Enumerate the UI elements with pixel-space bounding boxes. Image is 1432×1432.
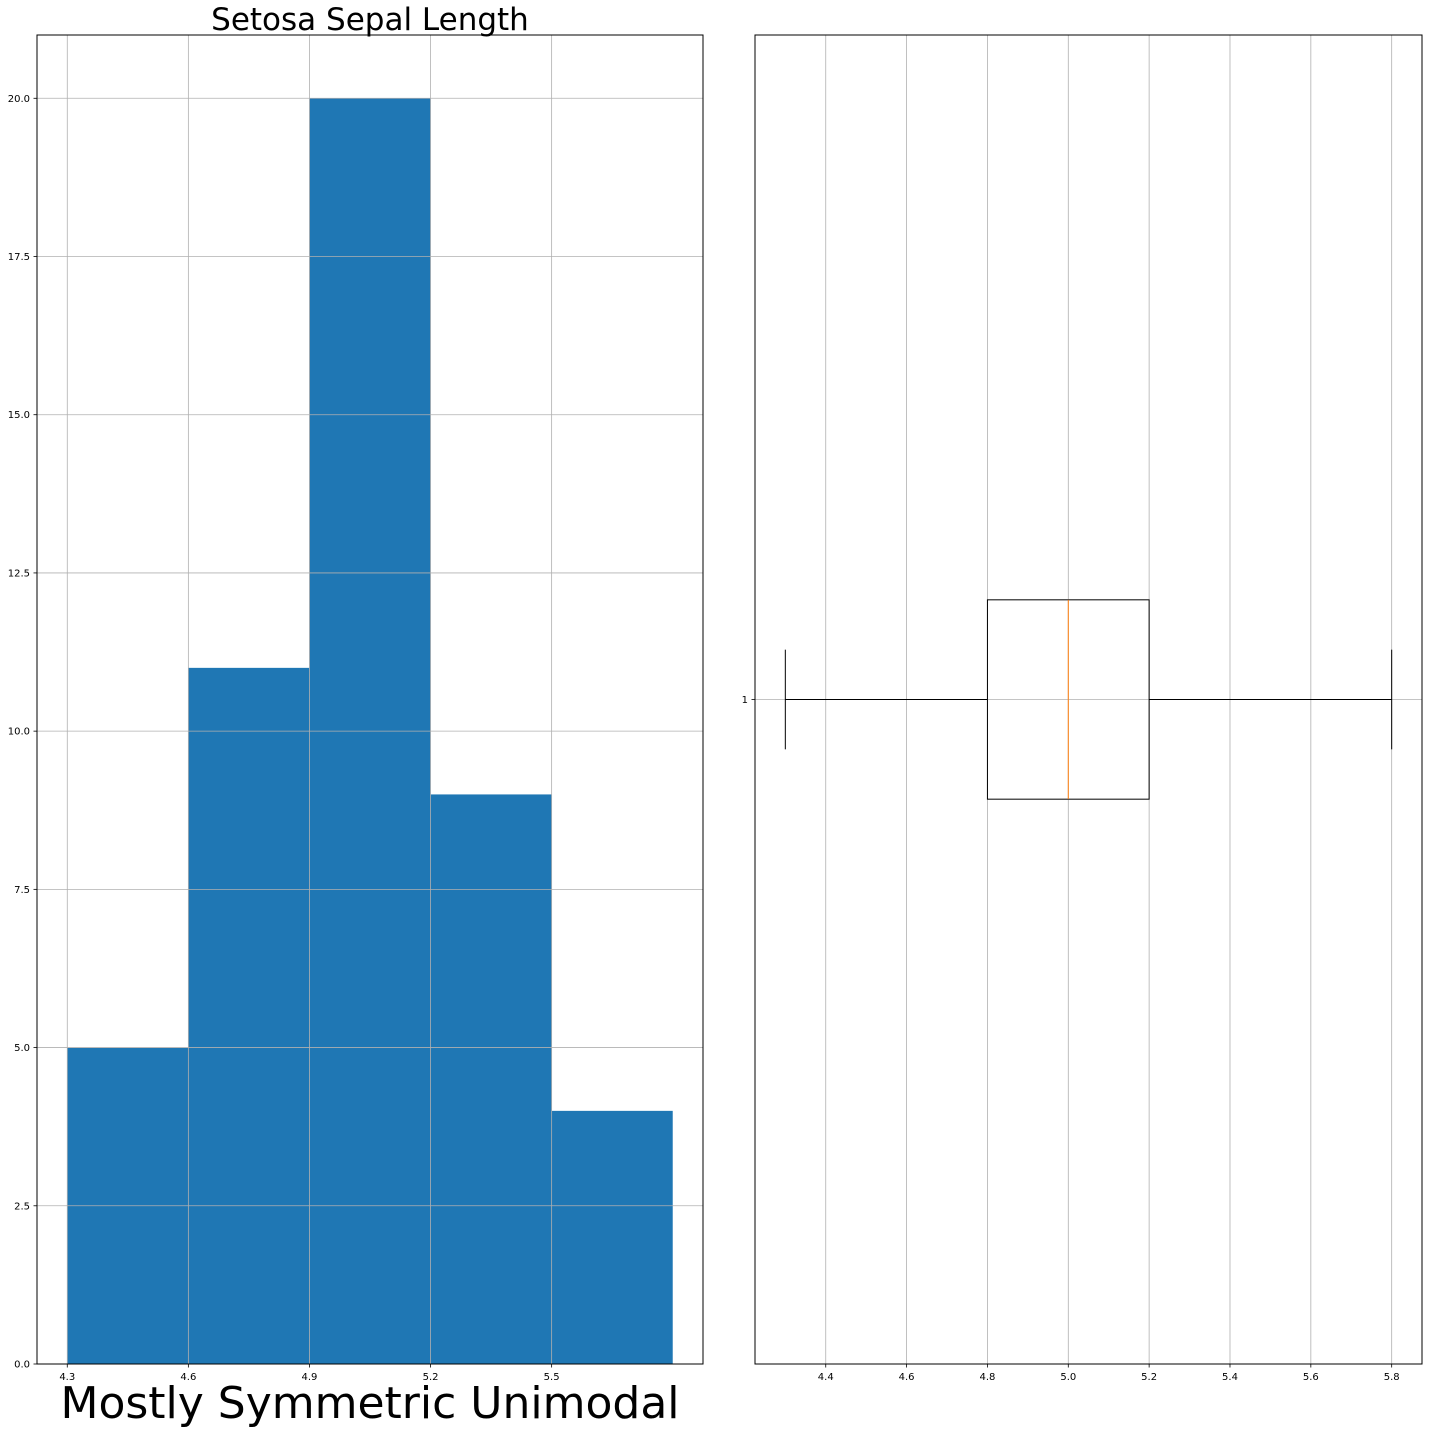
boxplot-x-tick-label: 4.6 [899, 1372, 915, 1383]
boxplot-y-tick-label: 1 [742, 695, 748, 706]
histogram-y-tick-label: 15.0 [8, 410, 30, 421]
histogram-y-tick-label: 17.5 [8, 252, 30, 263]
boxplot-x-tick-label: 5.2 [1141, 1372, 1157, 1383]
histogram-y-tick-label: 7.5 [14, 885, 30, 896]
histogram-x-tick-label: 4.6 [180, 1372, 196, 1383]
boxplot-x-tick-label: 5.6 [1303, 1372, 1319, 1383]
histogram-bar [551, 1110, 673, 1364]
boxplot-x-tick-label: 5.8 [1384, 1372, 1400, 1383]
histogram-x-ticks: 4.3 4.6 4.9 5.2 5.5 [59, 1364, 560, 1383]
boxplot-x-tick-label: 4.8 [979, 1372, 995, 1383]
boxplot-x-tick-label: 5.4 [1222, 1372, 1238, 1383]
histogram-grid-overlay [37, 35, 703, 1365]
histogram-x-tick-label: 5.2 [423, 1372, 439, 1383]
boxplot-y-ticks: 1 [742, 695, 755, 706]
histogram-panel: 4.3 4.6 4.9 5.2 5.5 0.0 2.5 5.0 7.5 10.0 12.5 15.0… [8, 2, 704, 1429]
histogram-x-tick-label: 4.9 [302, 1372, 318, 1383]
histogram-bar [188, 667, 310, 1364]
histogram-y-tick-label: 20.0 [8, 94, 30, 105]
histogram-y-tick-label: 0.0 [14, 1360, 30, 1371]
histogram-x-tick-label: 5.5 [544, 1372, 560, 1383]
histogram-y-tick-label: 5.0 [14, 1043, 30, 1054]
boxplot-x-ticks: 4.4 4.6 4.8 5.0 5.2 5.4 5.6 5.8 [818, 1364, 1400, 1383]
boxplot-x-tick-label: 4.4 [818, 1372, 834, 1383]
boxplot-panel: 4.4 4.6 4.8 5.0 5.2 5.4 5.6 5.8 1 [742, 34, 1423, 1383]
histogram-bar [430, 794, 552, 1364]
boxplot-marks [784, 599, 1393, 800]
histogram-axes-frame [36, 34, 704, 1365]
boxplot-x-tick-label: 5.0 [1060, 1372, 1076, 1383]
histogram-x-tick-label: 4.3 [59, 1372, 75, 1383]
histogram-y-tick-label: 2.5 [14, 1201, 30, 1212]
histogram-y-tick-label: 12.5 [8, 568, 30, 579]
histogram-x-label: Mostly Symmetric Unimodal [60, 1378, 679, 1429]
histogram-title: Setosa Sepal Length [211, 2, 529, 38]
histogram-y-tick-label: 10.0 [8, 727, 30, 738]
histogram-y-ticks: 0.0 2.5 5.0 7.5 10.0 12.5 15.0 17.5 20.0 [8, 94, 37, 1371]
